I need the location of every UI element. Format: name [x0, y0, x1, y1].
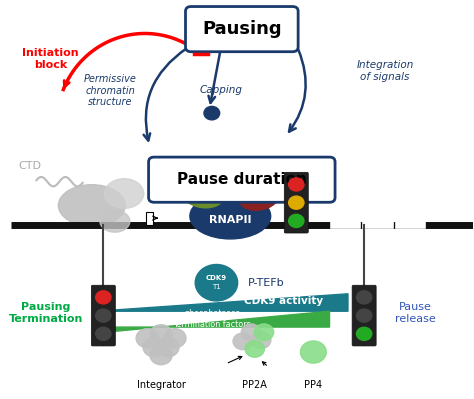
Circle shape [233, 333, 253, 350]
Text: P-TEFb: P-TEFb [248, 278, 284, 288]
FancyBboxPatch shape [352, 285, 376, 346]
Text: CDK9: CDK9 [206, 275, 227, 280]
Text: Capping: Capping [200, 85, 243, 95]
Ellipse shape [58, 185, 125, 226]
Polygon shape [96, 311, 329, 333]
Ellipse shape [104, 179, 144, 208]
Circle shape [164, 329, 186, 348]
Circle shape [289, 196, 304, 209]
Text: T1: T1 [212, 284, 221, 290]
Text: CDK9 activity: CDK9 activity [244, 296, 323, 306]
Text: NELF: NELF [187, 188, 212, 197]
Polygon shape [96, 294, 348, 311]
Circle shape [150, 346, 172, 365]
Circle shape [254, 324, 273, 341]
FancyBboxPatch shape [91, 285, 115, 346]
Text: CTD: CTD [18, 161, 41, 171]
Circle shape [195, 265, 237, 301]
Circle shape [289, 214, 304, 227]
Circle shape [150, 325, 172, 344]
Circle shape [157, 338, 179, 357]
Ellipse shape [190, 194, 271, 239]
Text: Pause duration: Pause duration [177, 172, 307, 187]
Text: PP2A: PP2A [242, 380, 267, 390]
Circle shape [96, 327, 111, 340]
Circle shape [241, 324, 261, 341]
Bar [146, 212, 153, 225]
Text: Permissive
chromatin
structure: Permissive chromatin structure [84, 74, 137, 107]
Circle shape [252, 332, 271, 348]
Circle shape [204, 107, 219, 120]
Circle shape [289, 178, 304, 191]
Circle shape [301, 341, 326, 363]
FancyBboxPatch shape [148, 157, 335, 202]
Text: Initiation
block: Initiation block [22, 48, 79, 70]
Text: Integration
of signals: Integration of signals [356, 60, 414, 81]
Circle shape [96, 291, 111, 304]
Text: RNAPII: RNAPII [209, 215, 252, 225]
Circle shape [356, 309, 372, 322]
Circle shape [356, 291, 372, 304]
Circle shape [143, 338, 165, 357]
Text: DSIF: DSIF [250, 191, 273, 200]
Ellipse shape [181, 179, 224, 208]
FancyBboxPatch shape [284, 172, 308, 233]
Text: Pausing: Pausing [202, 20, 282, 38]
Text: Pausing
Termination: Pausing Termination [9, 302, 83, 324]
Text: Integrator: Integrator [137, 380, 185, 390]
Text: phosphatases
Termination factors: phosphatases Termination factors [173, 310, 251, 329]
Circle shape [96, 309, 111, 322]
Ellipse shape [239, 182, 280, 210]
Circle shape [245, 341, 264, 357]
Circle shape [136, 329, 158, 348]
Circle shape [356, 327, 372, 340]
Text: PP4: PP4 [304, 380, 322, 390]
FancyBboxPatch shape [185, 6, 298, 52]
Text: Pause
release: Pause release [394, 302, 435, 324]
Ellipse shape [100, 210, 130, 232]
